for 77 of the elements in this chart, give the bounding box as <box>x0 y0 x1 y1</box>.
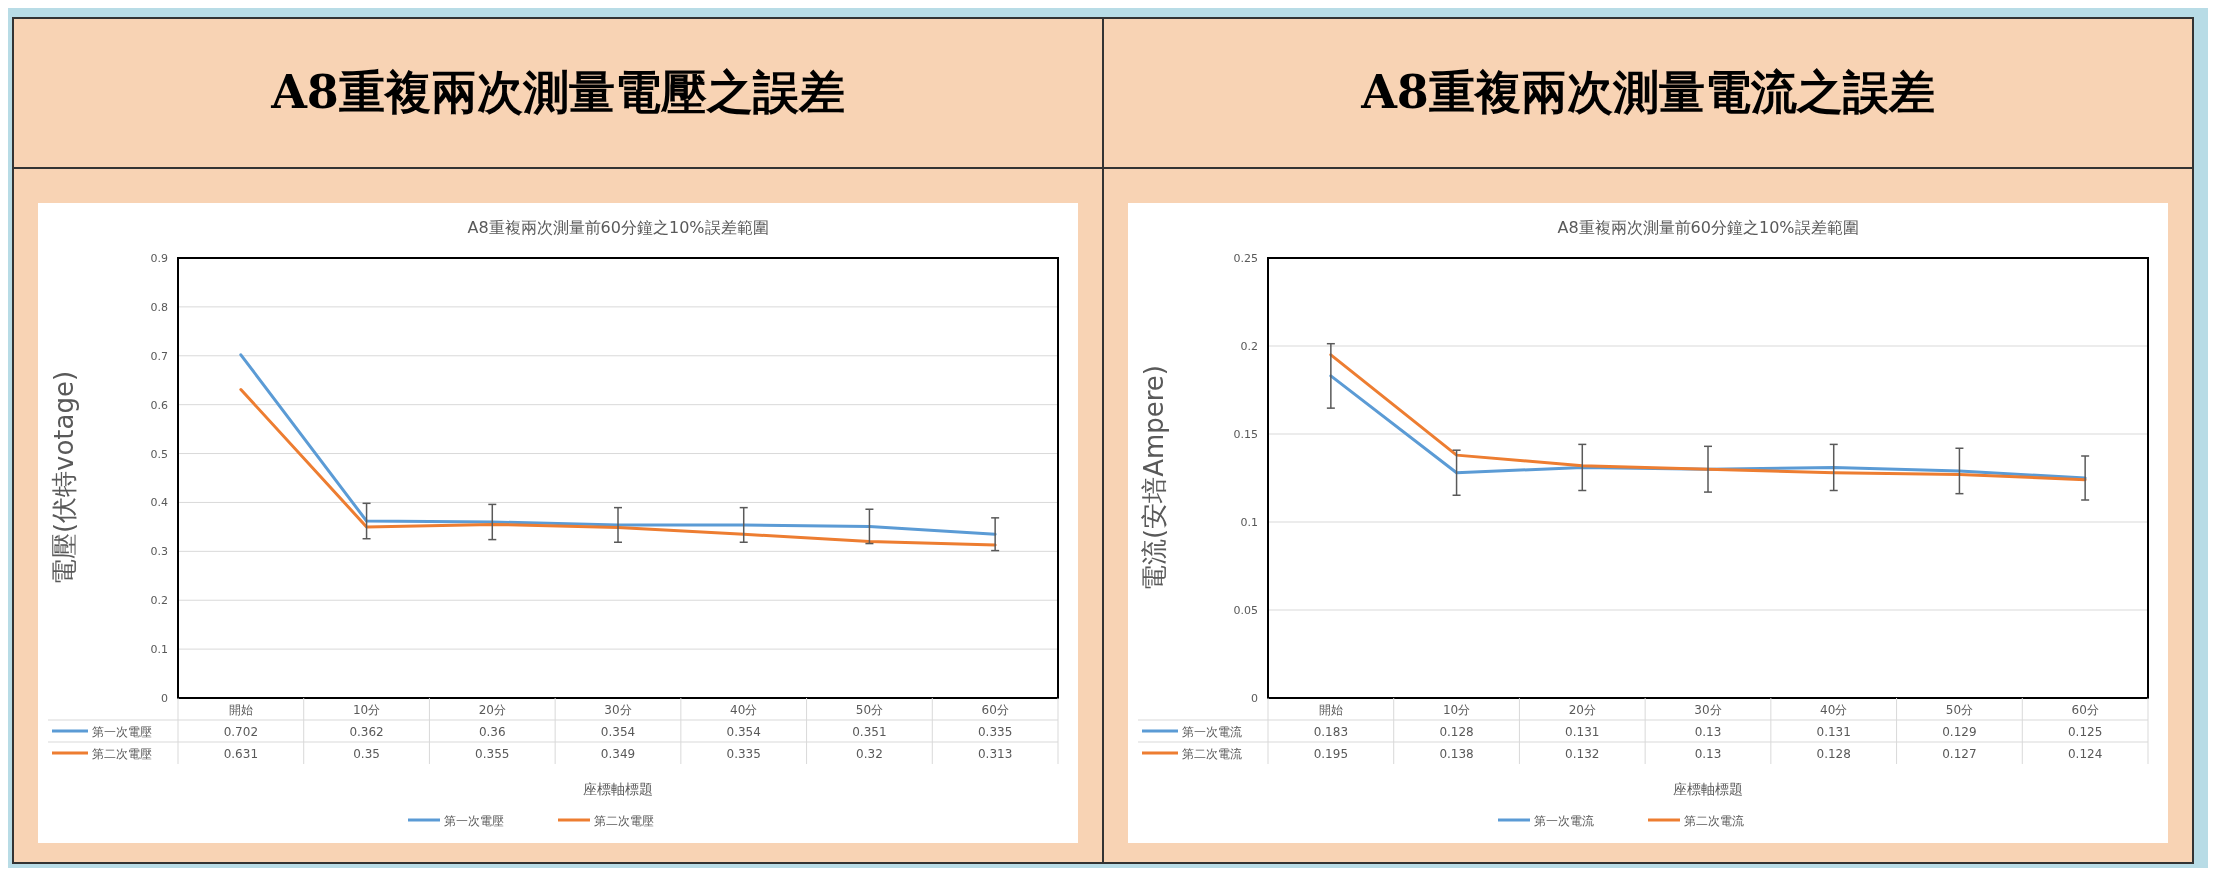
data-label: 0.631 <box>223 747 259 761</box>
y-tick-label: 0.7 <box>150 349 168 363</box>
data-label: 0.355 <box>475 747 510 761</box>
y-tick-label: 0.5 <box>150 447 168 461</box>
data-label: 0.131 <box>1816 725 1851 739</box>
text: 第一次電流 <box>1534 814 1594 828</box>
data-label: 0.351 <box>852 725 887 739</box>
y-tick-label: 0.6 <box>150 398 168 412</box>
data-label: 0.132 <box>1565 747 1600 761</box>
x-tick-label: 50分 <box>855 703 884 717</box>
x-tick-label: 開始 <box>1318 703 1343 717</box>
x-tick-label: 開始 <box>228 703 253 717</box>
data-label: 0.13 <box>1694 747 1722 761</box>
y-tick-label: 0.25 <box>1233 252 1258 265</box>
x-tick-label: 60分 <box>2071 703 2099 717</box>
chart-subtitle: A8重複兩次測量前60分鐘之10%誤差範圍 <box>1557 218 1859 237</box>
y-tick-label: 0.3 <box>150 545 168 559</box>
x-axis-title: 座標軸標題 <box>583 781 653 797</box>
chart-title: A8重複兩次測量電流之誤差 <box>1360 65 1935 119</box>
data-label: 0.354 <box>726 725 761 739</box>
y-tick-label: 0.15 <box>1233 428 1258 441</box>
x-tick-label: 10分 <box>1442 703 1471 717</box>
data-label: 0.138 <box>1439 747 1474 761</box>
x-tick-label: 50分 <box>1945 703 1974 717</box>
y-tick-label: 0.05 <box>1233 604 1258 617</box>
line-series <box>239 353 997 536</box>
data-label: 0.129 <box>1942 725 1977 739</box>
text: 第二次電流 <box>1684 814 1744 828</box>
data-label: 0.702 <box>223 725 259 739</box>
data-label: 0.362 <box>349 725 384 739</box>
data-label: 0.131 <box>1565 725 1600 739</box>
x-tick-label: 60分 <box>981 703 1009 717</box>
legend-label: 第一次電流 <box>1182 725 1242 739</box>
data-label: 0.13 <box>1694 725 1722 739</box>
text: 第一次電壓 <box>444 814 504 828</box>
y-tick-label: 0.2 <box>150 594 168 608</box>
data-label: 0.127 <box>1942 747 1977 761</box>
data-label: 0.183 <box>1313 725 1349 739</box>
y-tick-label: 0.8 <box>150 300 168 314</box>
y-tick-label: 0.1 <box>150 643 168 657</box>
data-label: 0.128 <box>1816 747 1851 761</box>
data-label: 0.128 <box>1439 725 1474 739</box>
x-tick-label: 30分 <box>1694 703 1722 717</box>
data-label: 0.125 <box>2067 725 2103 739</box>
x-tick-label: 30分 <box>604 703 632 717</box>
legend-label: 第二次電壓 <box>92 747 152 761</box>
data-label: 0.36 <box>478 725 506 739</box>
x-tick-label: 40分 <box>730 703 758 717</box>
y-tick-label: 0.4 <box>150 496 168 510</box>
x-tick-label: 20分 <box>478 703 506 717</box>
data-label: 0.335 <box>726 747 761 761</box>
y-tick-label: 0 <box>1251 692 1258 705</box>
y-tick-label: 0 <box>161 692 168 705</box>
legend-label: 第二次電流 <box>1182 747 1242 761</box>
data-label: 0.335 <box>977 725 1013 739</box>
x-tick-label: 10分 <box>352 703 381 717</box>
line-series <box>1329 353 2087 482</box>
data-label: 0.195 <box>1313 747 1349 761</box>
y-axis-title: 電壓(伏特votage) <box>49 370 79 586</box>
data-label: 0.349 <box>600 747 636 761</box>
y-tick-label: 0.1 <box>1240 516 1258 529</box>
legend-label: 第一次電壓 <box>92 725 152 739</box>
data-label: 0.313 <box>977 747 1013 761</box>
y-axis-title: 電流(安培Ampere) <box>1139 364 1169 592</box>
x-axis-title: 座標軸標題 <box>1673 781 1743 797</box>
chart-title: A8重複兩次測量電壓之誤差 <box>270 65 845 119</box>
x-tick-label: 20分 <box>1568 703 1596 717</box>
data-label: 0.32 <box>856 747 883 761</box>
data-label: 0.35 <box>353 747 380 761</box>
text: 第二次電壓 <box>594 814 654 828</box>
line-series <box>239 388 997 547</box>
y-tick-label: 0.2 <box>1240 340 1258 353</box>
chart-subtitle: A8重複兩次測量前60分鐘之10%誤差範圍 <box>467 218 769 237</box>
data-label: 0.354 <box>600 725 636 739</box>
x-tick-label: 40分 <box>1820 703 1848 717</box>
y-tick-label: 0.9 <box>150 252 168 265</box>
data-label: 0.124 <box>2067 747 2103 761</box>
